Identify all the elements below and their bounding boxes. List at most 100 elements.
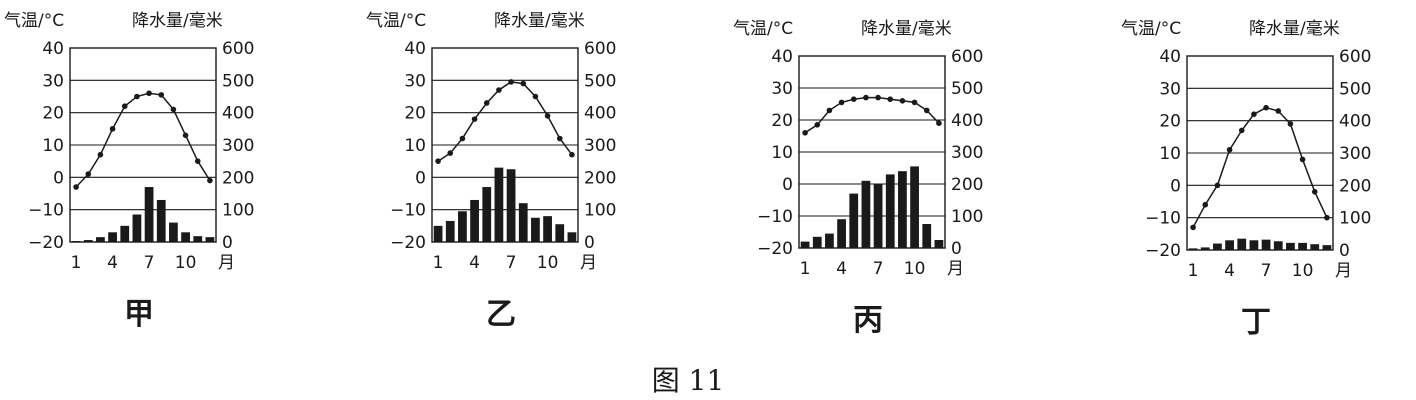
month-tick-label: 4 [469, 253, 480, 273]
precip-bar [1213, 243, 1222, 250]
chart-name: 甲 [124, 297, 154, 332]
temp-line [75, 92, 211, 188]
chart-name: 丁 [1241, 305, 1271, 340]
precip-tick-label: 600 [584, 39, 616, 59]
temp-point [1311, 189, 1318, 195]
precip-bar [132, 214, 142, 242]
month-tick-label: 4 [1224, 261, 1235, 281]
precip-bar [1298, 242, 1307, 250]
precip-tick-label: 400 [951, 111, 983, 131]
temp-point [207, 177, 213, 184]
precip-bar [922, 224, 932, 248]
precip-bar [445, 220, 455, 242]
temp-point [838, 99, 845, 106]
temp-point [556, 135, 563, 142]
temp-point [1214, 182, 1221, 189]
precip-tick-label: 300 [951, 143, 983, 163]
precip-bar [1200, 247, 1210, 250]
precip-tick-label: 400 [1339, 112, 1371, 132]
precip-bar [1286, 242, 1295, 250]
month-unit-label: 月 [218, 253, 235, 273]
precip-tick-label: 500 [584, 71, 616, 91]
temp-tick-label: −10 [390, 201, 426, 221]
precip-bar [181, 232, 190, 242]
precip-bar [1225, 240, 1234, 250]
temp-point [134, 93, 140, 100]
month-tick-label: 7 [1261, 261, 1272, 281]
temp-point [496, 87, 502, 93]
temp-point [544, 113, 551, 119]
month-tick-label: 7 [144, 253, 155, 273]
temp-point [875, 94, 881, 101]
precip-axis-label: 降水量/毫米 [132, 11, 223, 31]
temp-point [532, 93, 539, 100]
precip-bar [193, 236, 203, 242]
temp-tick-label: 30 [42, 71, 64, 91]
temp-point [1190, 224, 1196, 231]
temp-point [569, 151, 575, 158]
month-tick-label: 7 [506, 253, 517, 273]
precip-bar [849, 193, 859, 248]
month-unit-label: 月 [947, 259, 964, 279]
temp-axis-label: 气温/°C [4, 11, 64, 31]
temp-point [1275, 108, 1282, 114]
temp-point [826, 107, 833, 114]
month-tick-label: 7 [873, 259, 884, 279]
temp-tick-label: 30 [1159, 79, 1181, 99]
temp-line [437, 81, 573, 162]
temp-point [170, 106, 177, 113]
precip-tick-label: 600 [951, 47, 983, 67]
precip-bar [1310, 244, 1320, 250]
temp-point [923, 107, 930, 114]
precip-tick-label: 600 [1339, 47, 1371, 67]
precip-bar [800, 241, 810, 248]
temp-tick-label: 0 [782, 175, 793, 195]
temp-tick-label: 20 [1159, 112, 1181, 132]
precip-bar [861, 180, 871, 248]
precip-bar [873, 184, 883, 248]
temp-point [814, 122, 821, 128]
temp-point [508, 79, 514, 85]
temp-tick-label: −20 [1145, 241, 1181, 261]
precip-tick-label: 0 [222, 233, 233, 253]
precip-bar [812, 236, 822, 248]
temp-tick-label: 0 [53, 168, 64, 188]
precip-bar [555, 224, 565, 242]
precip-tick-label: 0 [1339, 241, 1350, 261]
precip-bar [518, 203, 528, 242]
temp-point [85, 171, 92, 177]
precip-tick-label: 100 [1339, 209, 1371, 229]
precip-tick-label: 200 [951, 175, 983, 195]
temp-point [1263, 104, 1269, 111]
precip-axis-label: 降水量/毫米 [494, 11, 585, 31]
temp-point [802, 130, 808, 136]
temp-line [804, 96, 940, 134]
precip-bar [205, 237, 215, 242]
precip-tick-label: 200 [1339, 176, 1371, 196]
temp-tick-label: 10 [771, 143, 793, 163]
precip-bar [470, 199, 479, 242]
precip-bar [494, 167, 504, 242]
temp-point [146, 90, 152, 97]
precip-bar [885, 174, 895, 248]
month-tick-label: 1 [1188, 261, 1199, 281]
temp-tick-label: −20 [28, 233, 64, 253]
temp-tick-label: 0 [1170, 176, 1181, 196]
temp-point [121, 103, 128, 109]
temp-point [1226, 146, 1233, 153]
precip-bar [83, 240, 93, 242]
precip-bar [156, 199, 166, 242]
temp-tick-label: 40 [771, 47, 793, 67]
precip-bar [96, 237, 105, 242]
temp-point [182, 132, 189, 139]
precip-tick-label: 100 [951, 207, 983, 227]
month-tick-label: 1 [71, 253, 82, 273]
temp-tick-label: −10 [757, 207, 793, 227]
temp-point [1202, 201, 1209, 208]
temp-tick-label: 10 [42, 136, 64, 156]
temp-point [863, 94, 869, 101]
